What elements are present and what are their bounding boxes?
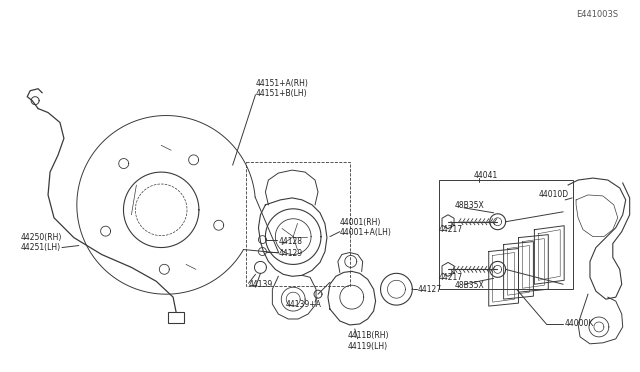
Text: 44217: 44217 <box>439 273 463 282</box>
Text: 44217: 44217 <box>439 225 463 234</box>
Text: 44010D: 44010D <box>538 190 568 199</box>
Text: 44250(RH)
44251(LH): 44250(RH) 44251(LH) <box>20 233 61 252</box>
Text: 44151+A(RH)
44151+B(LH): 44151+A(RH) 44151+B(LH) <box>255 79 308 99</box>
Text: 44127: 44127 <box>417 285 442 294</box>
Text: 44000K: 44000K <box>564 320 593 328</box>
Text: 44001(RH)
44001+A(LH): 44001(RH) 44001+A(LH) <box>340 218 392 237</box>
Text: 4411B(RH)
44119(LH): 4411B(RH) 44119(LH) <box>348 331 389 350</box>
Text: E441003S: E441003S <box>575 10 618 19</box>
Text: 44128: 44128 <box>278 237 302 246</box>
Text: 48B35X: 48B35X <box>455 281 484 290</box>
Text: 44139: 44139 <box>248 280 273 289</box>
Text: 44139+A: 44139+A <box>285 299 321 309</box>
Text: 44129: 44129 <box>278 249 303 258</box>
Text: 44041: 44041 <box>474 171 498 180</box>
Text: 48B35X: 48B35X <box>455 201 484 210</box>
